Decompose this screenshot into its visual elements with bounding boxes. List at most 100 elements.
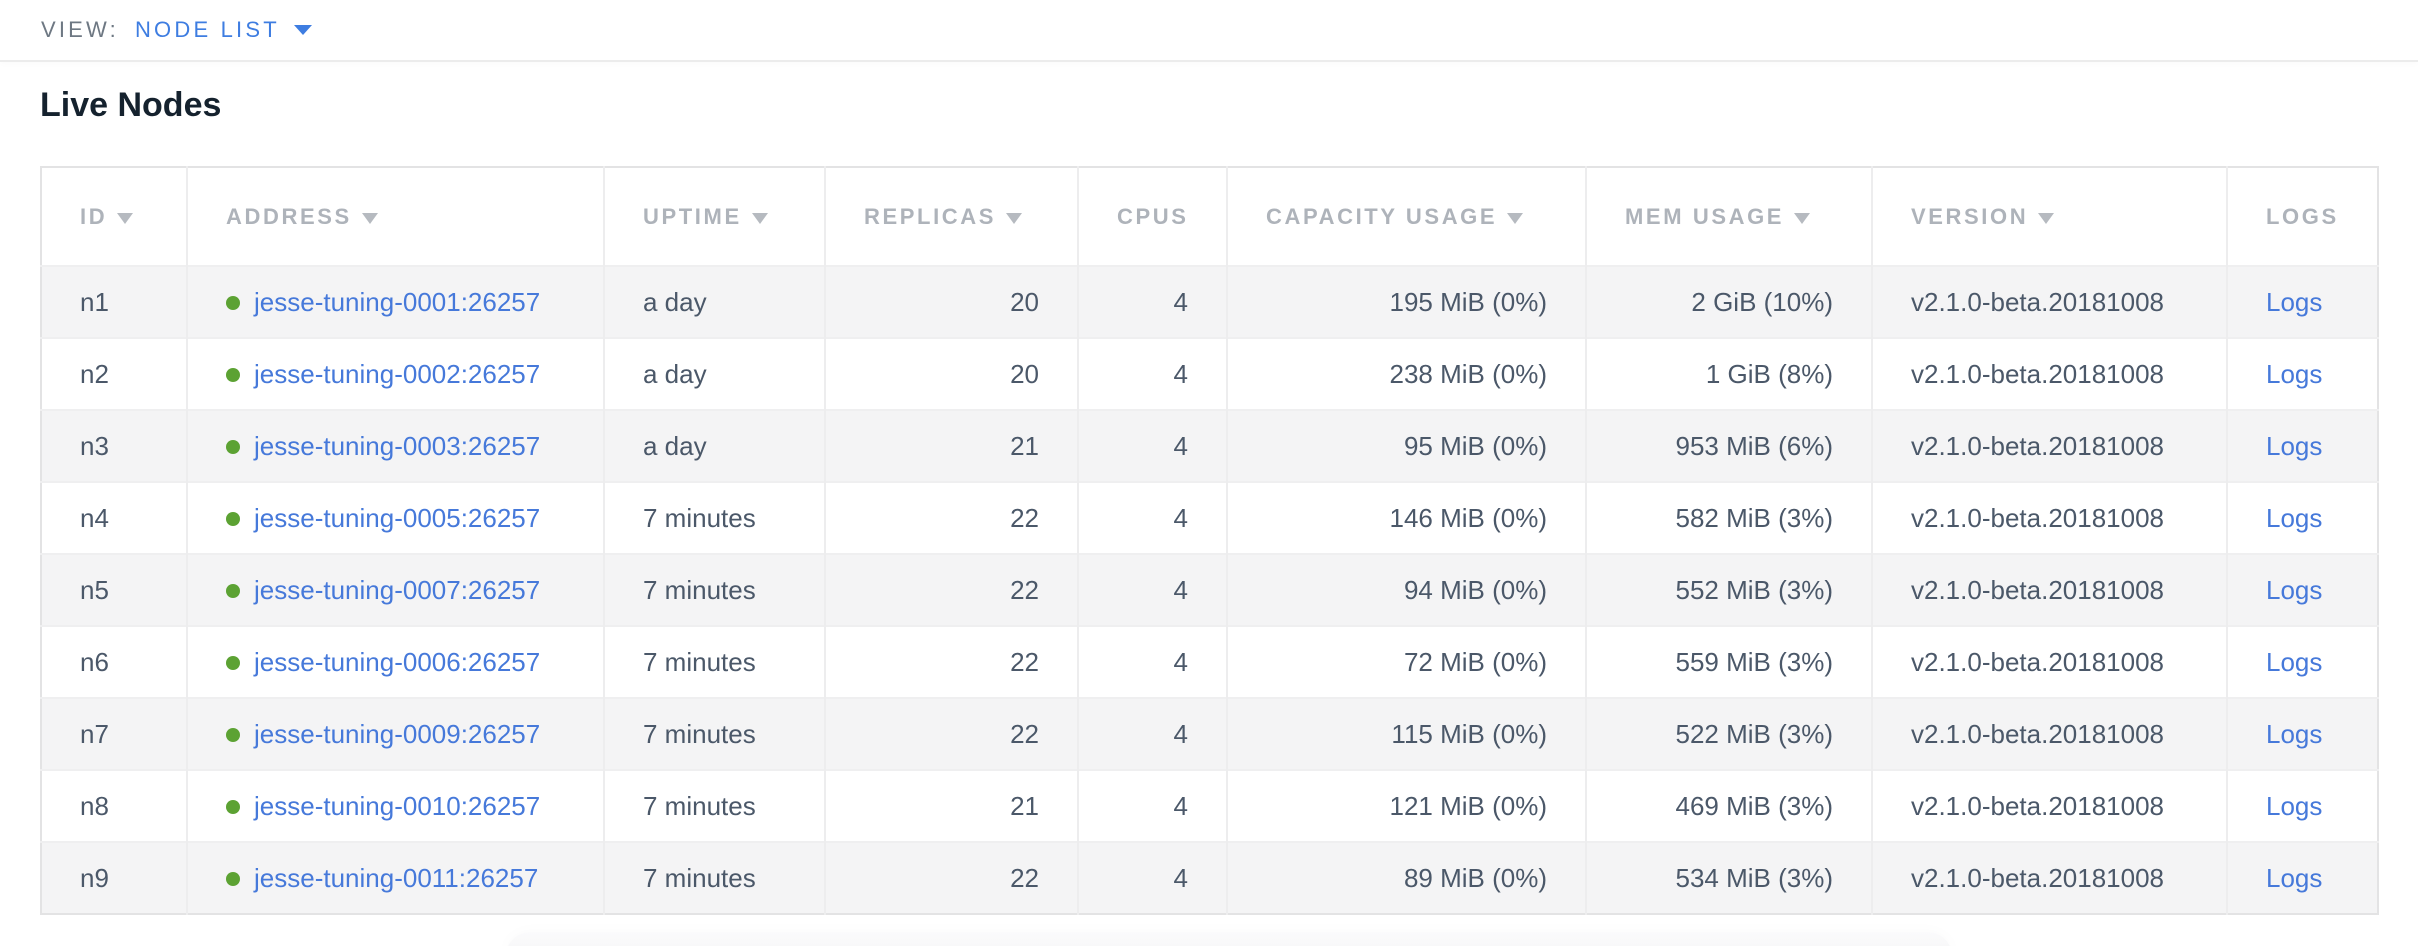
node-row-n4: n4 jesse-tuning-0005:26257 7 minutes 22 4 146… xyxy=(41,481,2378,554)
node-row-n2: n2 jesse-tuning-0002:26257 a day 20 4 238 MiB… xyxy=(41,337,2378,410)
logs-link[interactable]: Logs xyxy=(2266,790,2323,821)
cell-logs: Logs xyxy=(2227,481,2378,554)
cell-logs: Logs xyxy=(2227,337,2378,410)
node-row-n5: n5 jesse-tuning-0007:26257 7 minutes 22 4 94 … xyxy=(41,553,2378,626)
cell-version: v2.1.0-beta.20181008 xyxy=(1872,481,2228,554)
node-address-link[interactable]: jesse-tuning-0010:26257 xyxy=(254,790,541,821)
cell-id: n1 xyxy=(41,265,188,338)
cell-cpus: 4 xyxy=(1078,769,1228,842)
sort-desc-icon xyxy=(751,212,768,224)
cell-logs: Logs xyxy=(2227,553,2378,626)
column-header-uptime[interactable]: UPTIME xyxy=(604,167,826,266)
column-header-mem_usage[interactable]: MEM USAGE xyxy=(1586,167,1873,266)
cell-mem_usage: 953 MiB (6%) xyxy=(1586,409,1873,482)
column-header-version[interactable]: VERSION xyxy=(1872,167,2228,266)
column-header-label: VERSION xyxy=(1911,203,2029,229)
page-title: Live Nodes xyxy=(40,86,222,124)
node-address-link[interactable]: jesse-tuning-0009:26257 xyxy=(254,718,541,749)
node-live-status-icon xyxy=(226,799,240,814)
logs-link[interactable]: Logs xyxy=(2266,718,2323,749)
column-header-label: UPTIME xyxy=(643,203,742,229)
cell-uptime: a day xyxy=(604,337,826,410)
cell-cpus: 4 xyxy=(1078,625,1228,698)
cell-address: jesse-tuning-0005:26257 xyxy=(187,481,605,554)
node-address-link[interactable]: jesse-tuning-0011:26257 xyxy=(254,862,539,893)
cell-uptime: 7 minutes xyxy=(604,769,826,842)
column-header-replicas[interactable]: REPLICAS xyxy=(825,167,1079,266)
column-header-id[interactable]: ID xyxy=(41,167,188,266)
cell-version: v2.1.0-beta.20181008 xyxy=(1872,697,2228,770)
cell-version: v2.1.0-beta.20181008 xyxy=(1872,553,2228,626)
cell-version: v2.1.0-beta.20181008 xyxy=(1872,625,2228,698)
cell-mem_usage: 559 MiB (3%) xyxy=(1586,625,1873,698)
cell-replicas: 20 xyxy=(825,337,1079,410)
logs-link[interactable]: Logs xyxy=(2266,646,2323,677)
view-selector-dropdown[interactable]: NODE LIST xyxy=(135,17,312,43)
column-header-label: CPUS xyxy=(1117,203,1189,229)
cell-id: n4 xyxy=(41,481,188,554)
cell-cpus: 4 xyxy=(1078,409,1228,482)
logs-link[interactable]: Logs xyxy=(2266,502,2323,533)
cell-capacity_usage: 146 MiB (0%) xyxy=(1227,481,1587,554)
cell-version: v2.1.0-beta.20181008 xyxy=(1872,265,2228,338)
cell-version: v2.1.0-beta.20181008 xyxy=(1872,409,2228,482)
cell-mem_usage: 582 MiB (3%) xyxy=(1586,481,1873,554)
logs-link[interactable]: Logs xyxy=(2266,358,2323,389)
cell-id: n2 xyxy=(41,337,188,410)
cell-id: n9 xyxy=(41,841,188,914)
cell-version: v2.1.0-beta.20181008 xyxy=(1872,841,2228,914)
cell-cpus: 4 xyxy=(1078,841,1228,914)
cell-id: n3 xyxy=(41,409,188,482)
cell-cpus: 4 xyxy=(1078,697,1228,770)
cell-address: jesse-tuning-0009:26257 xyxy=(187,697,605,770)
node-row-n6: n6 jesse-tuning-0006:26257 7 minutes 22 4 72 … xyxy=(41,625,2378,698)
cell-replicas: 20 xyxy=(825,265,1079,338)
cell-version: v2.1.0-beta.20181008 xyxy=(1872,769,2228,842)
node-address-link[interactable]: jesse-tuning-0002:26257 xyxy=(254,358,541,389)
column-header-label: CAPACITY USAGE xyxy=(1266,203,1498,229)
cell-capacity_usage: 89 MiB (0%) xyxy=(1227,841,1587,914)
table-header-row: ID ADDRESS UPTIME REPLICAS CPUS CAPACITY USAG… xyxy=(41,167,2378,266)
column-header-capacity_usage[interactable]: CAPACITY USAGE xyxy=(1227,167,1587,266)
node-address-link[interactable]: jesse-tuning-0003:26257 xyxy=(254,430,541,461)
sort-desc-icon xyxy=(1006,212,1023,224)
cell-uptime: 7 minutes xyxy=(604,625,826,698)
cell-logs: Logs xyxy=(2227,265,2378,338)
node-address-link[interactable]: jesse-tuning-0005:26257 xyxy=(254,502,541,533)
cell-replicas: 22 xyxy=(825,841,1079,914)
node-row-n9: n9 jesse-tuning-0011:26257 7 minutes 22 4 89 … xyxy=(41,841,2378,914)
column-header-label: ADDRESS xyxy=(226,203,352,229)
cell-address: jesse-tuning-0003:26257 xyxy=(187,409,605,482)
node-live-status-icon xyxy=(226,727,240,742)
cell-logs: Logs xyxy=(2227,769,2378,842)
node-address-link[interactable]: jesse-tuning-0007:26257 xyxy=(254,574,541,605)
node-address-link[interactable]: jesse-tuning-0001:26257 xyxy=(254,286,541,317)
logs-link[interactable]: Logs xyxy=(2266,430,2323,461)
cell-address: jesse-tuning-0001:26257 xyxy=(187,265,605,338)
sort-desc-icon xyxy=(1794,212,1811,224)
live-nodes-table: ID ADDRESS UPTIME REPLICAS CPUS CAPACITY USAG… xyxy=(40,166,2379,915)
cell-uptime: 7 minutes xyxy=(604,697,826,770)
cell-uptime: 7 minutes xyxy=(604,481,826,554)
cell-id: n8 xyxy=(41,769,188,842)
sort-desc-icon xyxy=(117,212,134,224)
cell-cpus: 4 xyxy=(1078,265,1228,338)
cell-uptime: a day xyxy=(604,409,826,482)
cell-cpus: 4 xyxy=(1078,481,1228,554)
cell-id: n5 xyxy=(41,553,188,626)
chevron-down-icon xyxy=(293,25,312,35)
logs-link[interactable]: Logs xyxy=(2266,862,2323,893)
cell-mem_usage: 534 MiB (3%) xyxy=(1586,841,1873,914)
node-live-status-icon xyxy=(226,439,240,454)
cell-logs: Logs xyxy=(2227,697,2378,770)
column-header-address[interactable]: ADDRESS xyxy=(187,167,605,266)
cell-mem_usage: 1 GiB (8%) xyxy=(1586,337,1873,410)
node-address-link[interactable]: jesse-tuning-0006:26257 xyxy=(254,646,541,677)
logs-link[interactable]: Logs xyxy=(2266,286,2323,317)
node-live-status-icon xyxy=(226,655,240,670)
cell-id: n6 xyxy=(41,625,188,698)
logs-link[interactable]: Logs xyxy=(2266,574,2323,605)
cell-capacity_usage: 95 MiB (0%) xyxy=(1227,409,1587,482)
cell-replicas: 21 xyxy=(825,409,1079,482)
cell-logs: Logs xyxy=(2227,841,2378,914)
